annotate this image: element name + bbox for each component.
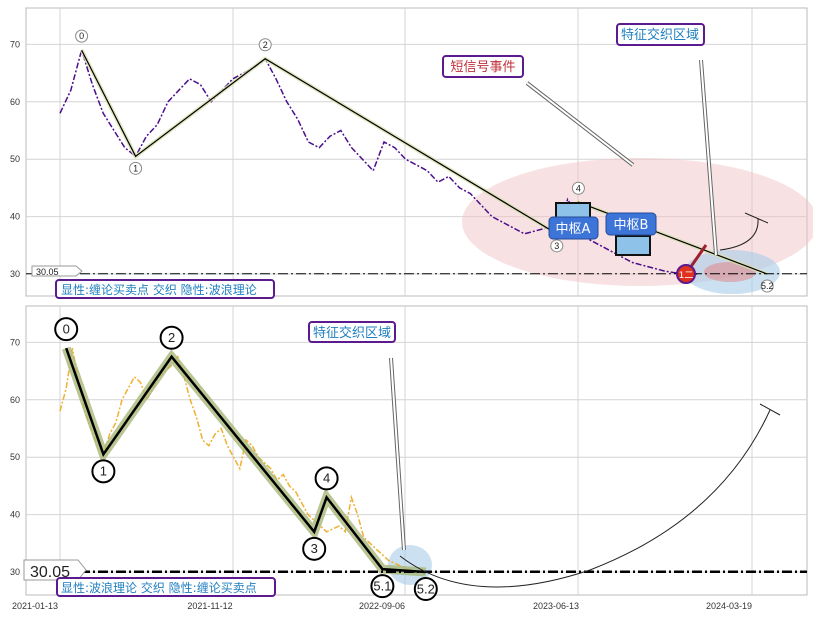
hline-value: 30.05: [36, 267, 59, 277]
wave-marker: [159, 325, 184, 350]
legend-box: [55, 279, 275, 299]
y-tick-label: 70: [10, 337, 20, 347]
wave-label: 0: [79, 31, 84, 41]
wave-marker: [760, 279, 774, 293]
feature-zone-label: 特征交织区域: [313, 325, 391, 341]
wave-line: [65, 347, 426, 574]
wave-marker: [413, 577, 438, 601]
short-signal-label: 短信号事件: [450, 60, 515, 75]
pivot-b-label: 中枢B: [614, 218, 649, 233]
wave-label: 1: [133, 163, 138, 173]
legend-text: 显性:波浪理论 交织 隐性:缠论买卖点: [61, 580, 257, 595]
wave-marker: [129, 161, 143, 175]
bottom-panel: 30 40 50 60 70 0 1 2 3 4 5.1 5.2 特征交织区域 30.05 显性:波…: [10, 305, 808, 611]
wave-label: 3: [311, 541, 318, 556]
wave-marker: [370, 574, 395, 599]
wave-label: 2: [263, 40, 268, 50]
y-tick-label: 40: [10, 510, 20, 520]
wave-marker: [258, 38, 272, 52]
hline-tag: [23, 559, 87, 581]
hline-value: 30.05: [30, 564, 70, 581]
wave-label: 5.1: [373, 578, 391, 593]
y-tick-label: 50: [10, 452, 20, 462]
hline-tag: [31, 265, 83, 277]
signal-marker: [676, 264, 696, 284]
wave-marker: [54, 317, 79, 342]
wave-marker: [314, 466, 339, 491]
wave-marker: [550, 239, 564, 253]
arc: [399, 409, 771, 588]
signal-marker-label: 1二: [679, 271, 694, 281]
x-tick-label: 2022-09-06: [359, 601, 405, 611]
wave-marker: [75, 29, 89, 43]
y-tick-label: 60: [10, 97, 20, 107]
y-tick-label: 50: [10, 154, 20, 164]
wave-label: 1: [100, 464, 107, 479]
y-tick-label: 30: [10, 567, 20, 577]
wave-label: 4: [576, 183, 581, 193]
wave-label: 5.2: [761, 281, 774, 291]
signal-line: [688, 244, 708, 269]
wave-marker: [571, 181, 585, 195]
y-tick-label: 30: [10, 269, 20, 279]
price-series: [59, 348, 426, 573]
wave-label: 4: [323, 471, 330, 486]
y-tick-label: 40: [10, 212, 20, 222]
wave-marker: [302, 536, 327, 561]
short-signal-label-box: [442, 55, 524, 78]
price-series: [59, 47, 698, 275]
wave-label: 0: [63, 321, 70, 336]
feature-zone-label-box: [616, 23, 705, 46]
feature-zone-label: 特征交织区域: [621, 27, 699, 43]
x-tick-label: 2023-06-13: [533, 601, 579, 611]
feature-zone-label-box: [308, 321, 396, 343]
pivot-a-label-box: [548, 216, 599, 240]
wave-label: 5.2: [417, 581, 435, 596]
x-tick-label: 2024-03-19: [706, 601, 752, 611]
arc: [719, 217, 759, 251]
y-tick-label: 70: [10, 39, 20, 49]
pivot-b-label-box: [605, 212, 657, 236]
pivot-b-box: [615, 235, 651, 256]
x-tick-label: 2021-01-13: [12, 601, 58, 611]
wave-label: 2: [168, 330, 175, 345]
x-tick-label: 2021-11-12: [187, 601, 232, 611]
top-panel: 30 40 50 60 70 0 1 2 3 4 5.2 短信号事件 特征交织区域 中枢A 中枢B…: [10, 7, 813, 299]
pivot-a-label: 中枢A: [556, 222, 591, 237]
y-tick-label: 60: [10, 395, 20, 405]
wave-marker: [91, 459, 116, 484]
wave-label: 3: [554, 241, 559, 251]
legend-box: [56, 577, 276, 597]
legend-text: 显性:缠论买卖点 交织 隐性:波浪理论: [61, 282, 257, 297]
zone-core: [704, 262, 756, 282]
